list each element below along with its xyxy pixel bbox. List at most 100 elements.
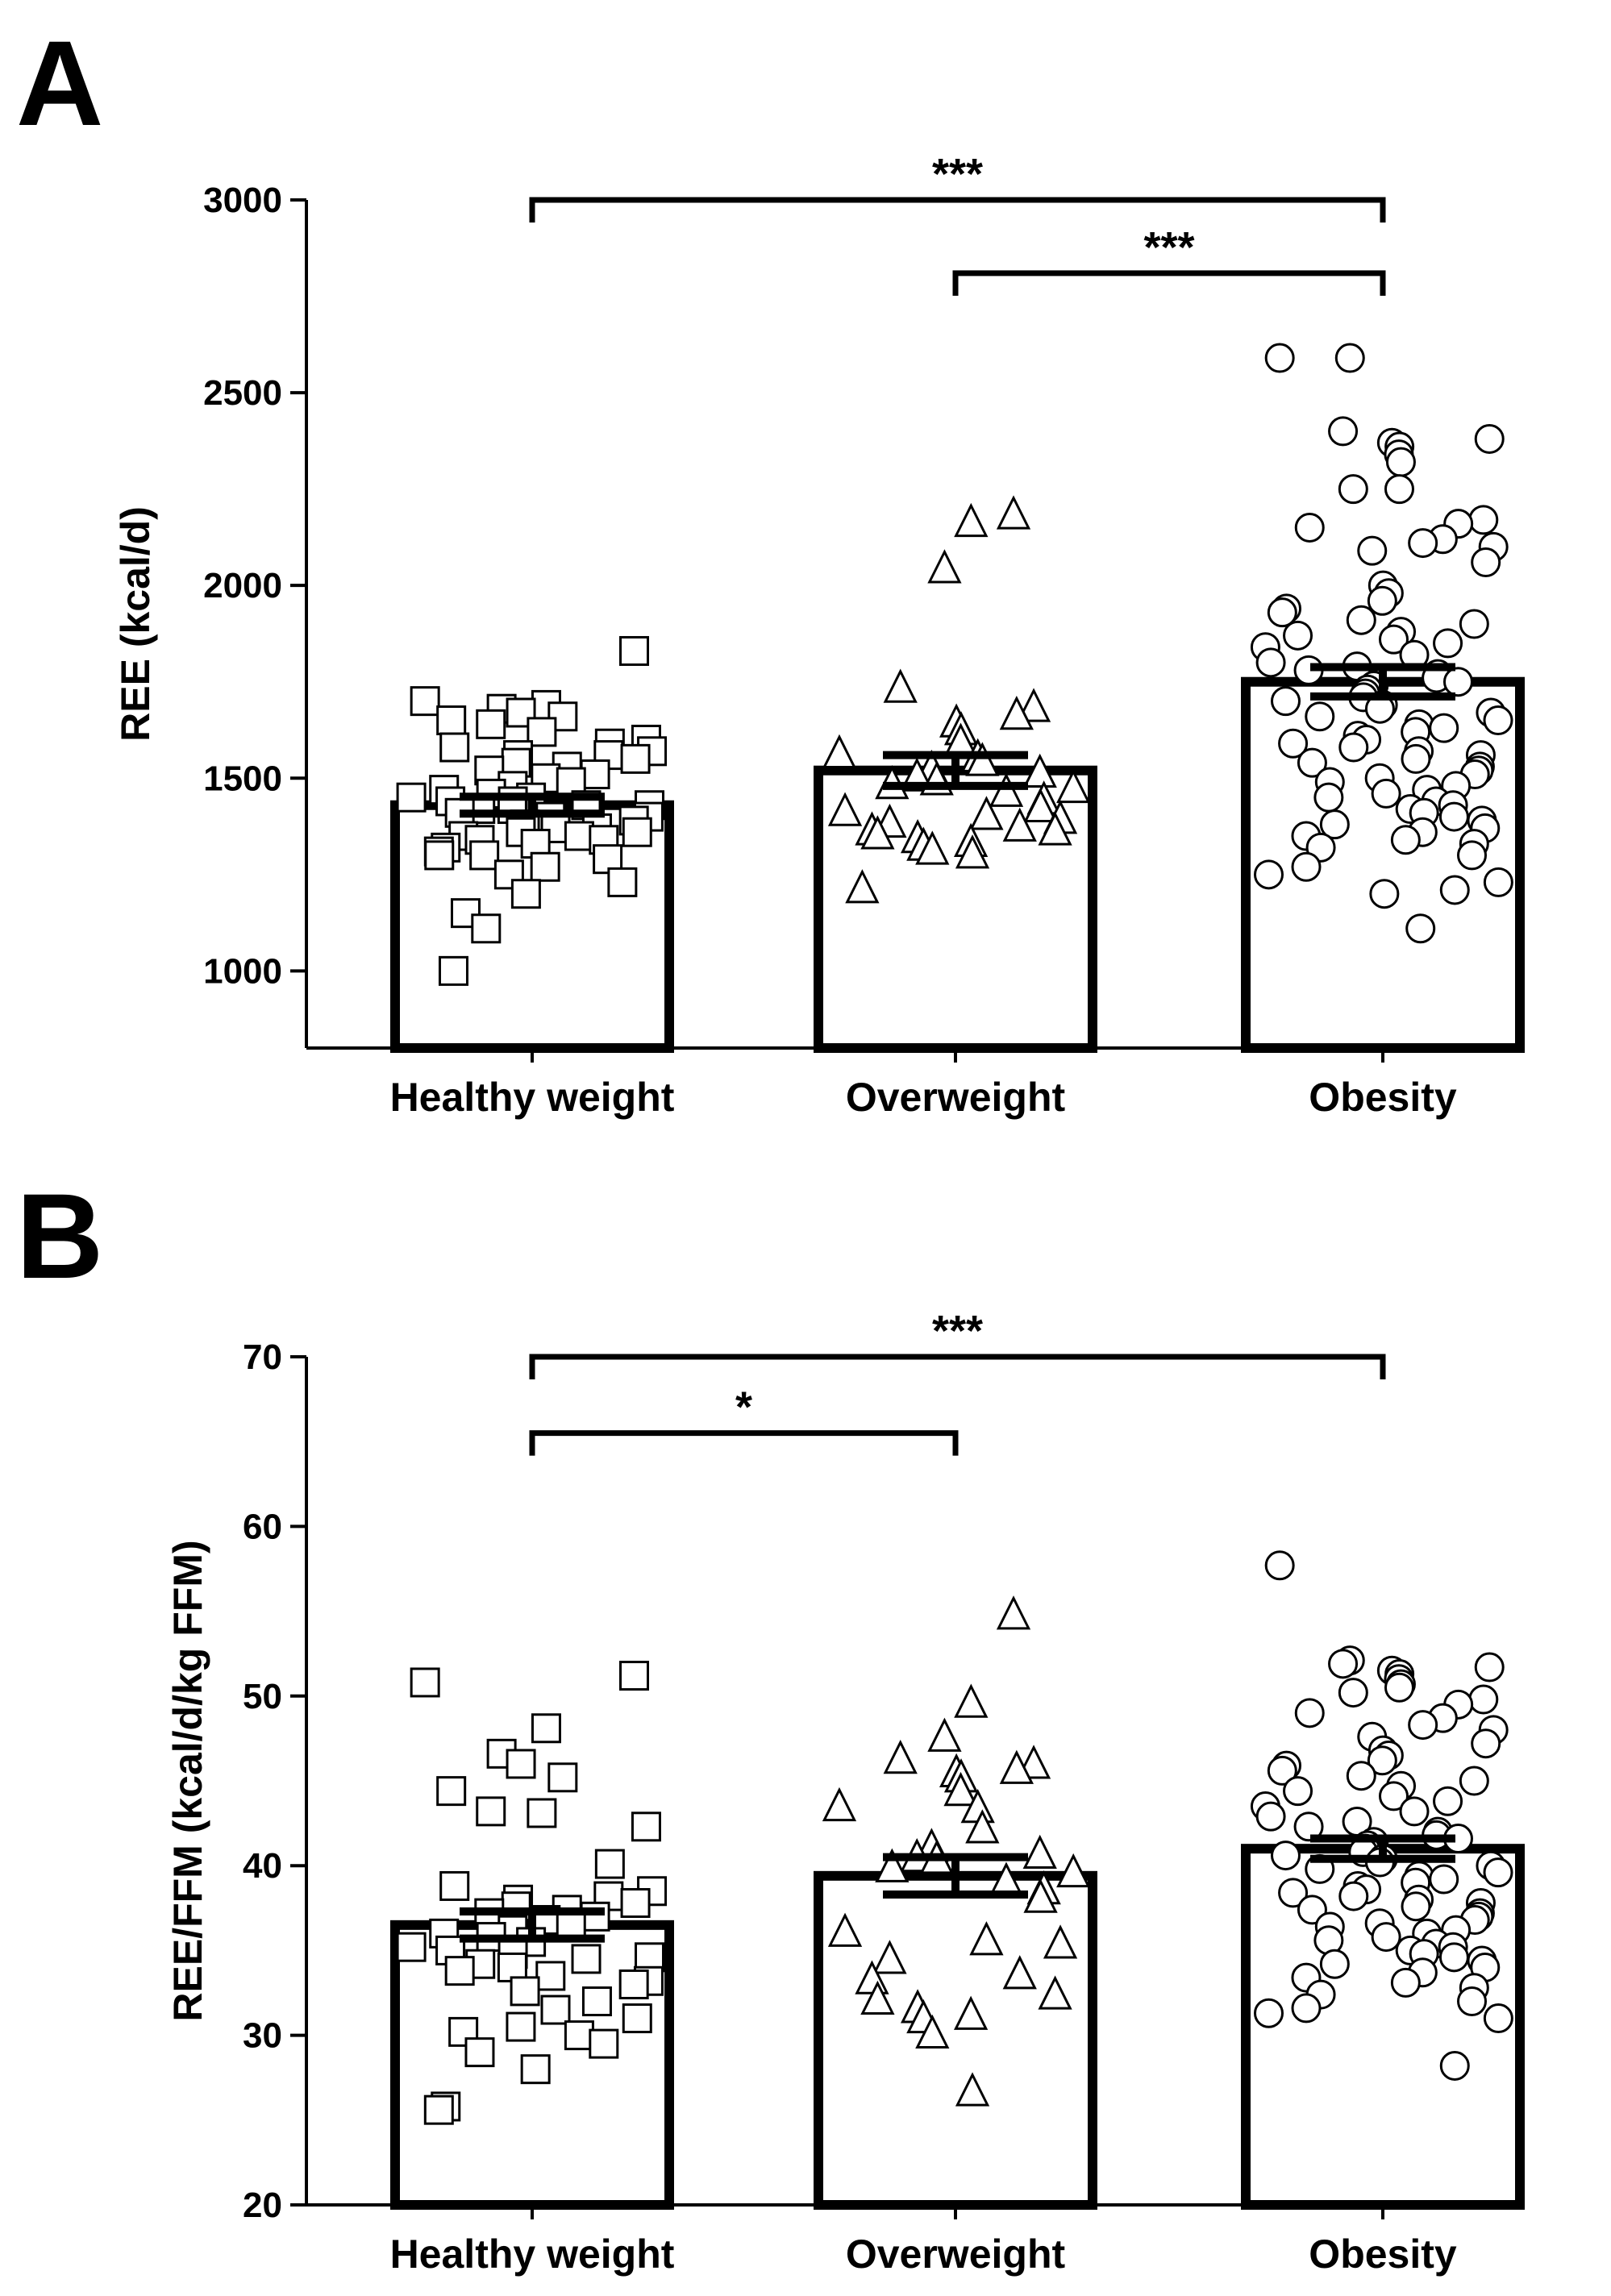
data-point-circle [1338,1881,1369,1911]
data-point-circle [1264,1550,1295,1581]
data-point-square [469,840,500,871]
data-point-circle [1468,505,1499,535]
panel-label: B [16,1168,103,1304]
significance-bracket [529,197,1386,223]
data-point-triangle [955,834,990,869]
data-point-triangle [1038,1975,1072,2010]
data-point-triangle [872,1940,907,1974]
data-point-square [618,1969,649,1999]
data-point-triangle [915,2014,950,2049]
data-point-circle [1338,1678,1368,1708]
data-point-square [506,2011,536,2042]
x-tick-label: Overweight [846,1075,1066,1120]
data-point-circle [1459,1766,1489,1796]
data-point-circle [1255,647,1286,678]
data-point-triangle [927,549,962,584]
data-point-square [439,732,470,763]
data-point-triangle [999,695,1034,730]
data-point-circle [1408,528,1438,559]
data-point-triangle [915,830,950,865]
data-point-triangle [965,1809,1000,1844]
data-point-square [423,2094,454,2125]
data-point-circle [1390,825,1421,855]
data-point-square [439,1870,470,1901]
y-tick-label: 2500 [203,373,282,413]
data-point-circle [1378,1781,1409,1811]
data-point-circle [1294,512,1325,543]
data-point-circle [1378,624,1409,655]
data-point-circle [1267,597,1297,628]
data-point-triangle [1016,688,1051,722]
panel-a: A 1000 1500 2000 2500 3000 REE (kcal/d) Healthy… [16,15,1525,1120]
data-point-triangle [822,734,857,769]
data-point-circle [1442,667,1473,697]
data-point-triangle [827,792,863,826]
panel-b: B 20 30 40 50 60 70 REE/FFM (kcal/d/kg FFM) Heal… [16,1168,1525,2277]
data-point-square [571,1944,602,1974]
data-point-square [506,1749,536,1779]
data-point-square [620,743,651,774]
data-point-square [510,879,541,909]
data-point-circle [1291,851,1322,882]
data-point-circle [1457,1986,1488,2017]
data-point-square [530,851,560,882]
data-point-square [581,1986,612,2017]
data-point-circle [1483,2003,1513,2034]
data-point-circle [1278,1878,1309,1908]
data-point-circle [1313,782,1344,813]
data-point-triangle [883,1739,918,1774]
data-point-circle [1294,1698,1325,1728]
data-point-circle [1384,474,1414,505]
data-point-triangle [955,2072,990,2107]
bar-overweight [814,1870,1097,2210]
data-point-circle [1270,1841,1301,1871]
data-point-circle [1278,728,1309,759]
data-point-circle [1401,743,1431,774]
data-point-circle [1483,867,1513,897]
data-point-circle [1346,1761,1376,1791]
data-point-triangle [1023,1878,1058,1913]
data-point-circle [1457,840,1488,871]
data-point-square [594,1849,625,1879]
data-point-circle [1474,1652,1505,1682]
data-point-circle [1338,732,1369,763]
data-point-square [619,1661,650,1691]
data-point-square [436,705,467,736]
significance-label: *** [932,1307,983,1355]
data-point-circle [1367,1745,1397,1776]
data-point-square [396,1932,427,1962]
data-point-circle [1385,447,1416,477]
data-point-triangle [1022,1834,1057,1870]
data-point-triangle [1056,1853,1091,1888]
data-point-triangle [875,1848,910,1882]
data-point-square [531,1713,561,1744]
data-point-circle [1338,474,1368,505]
significance-label: *** [1143,223,1194,272]
data-point-triangle [953,1995,989,2030]
data-point-circle [1267,1755,1297,1786]
y-tick-label: 40 [243,1846,282,1886]
x-tick-label: Overweight [846,2232,1066,2277]
data-point-circle [1468,1684,1499,1715]
data-point-triangle [1002,1955,1037,1990]
data-point-circle [1367,585,1397,616]
data-point-square [564,2020,594,2051]
data-point-square [424,840,455,871]
x-tick-label: Healthy weight [390,2232,675,2277]
data-point-circle [1471,1728,1501,1759]
y-axis-title: REE (kcal/d) [113,506,158,742]
y-tick-label: 50 [243,1677,282,1716]
data-point-square [547,1762,578,1793]
data-point-square [438,955,468,986]
data-point-square [580,759,610,789]
data-point-circle [1328,1649,1359,1679]
data-point-triangle [954,1683,989,1718]
data-point-triangle [965,742,1000,776]
data-point-triangle [927,1717,962,1752]
y-tick-label: 70 [243,1337,282,1377]
data-point-square [631,1811,661,1842]
data-point-square [476,709,506,739]
data-point-circle [1405,913,1436,944]
data-point-circle [1253,1998,1284,2028]
